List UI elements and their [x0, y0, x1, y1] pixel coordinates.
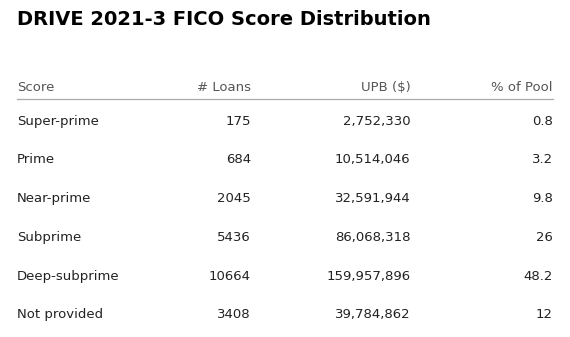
Text: 2,752,330: 2,752,330 [343, 115, 410, 128]
Text: 5436: 5436 [217, 231, 251, 244]
Text: 3408: 3408 [217, 308, 251, 321]
Text: 159,957,896: 159,957,896 [326, 270, 410, 283]
Text: 175: 175 [225, 115, 251, 128]
Text: 684: 684 [226, 153, 251, 166]
Text: Not provided: Not provided [17, 308, 103, 321]
Text: # Loans: # Loans [197, 81, 251, 94]
Text: 9.8: 9.8 [532, 192, 553, 205]
Text: 26: 26 [536, 231, 553, 244]
Text: 12: 12 [536, 308, 553, 321]
Text: 48.2: 48.2 [523, 270, 553, 283]
Text: DRIVE 2021-3 FICO Score Distribution: DRIVE 2021-3 FICO Score Distribution [17, 10, 431, 29]
Text: Super-prime: Super-prime [17, 115, 99, 128]
Text: 3.2: 3.2 [532, 153, 553, 166]
Text: Prime: Prime [17, 153, 55, 166]
Text: Subprime: Subprime [17, 231, 82, 244]
Text: 0.8: 0.8 [532, 115, 553, 128]
Text: Deep-subprime: Deep-subprime [17, 270, 120, 283]
Text: UPB ($): UPB ($) [361, 81, 410, 94]
Text: % of Pool: % of Pool [491, 81, 553, 94]
Text: 39,784,862: 39,784,862 [335, 308, 410, 321]
Text: 10664: 10664 [209, 270, 251, 283]
Text: 2045: 2045 [217, 192, 251, 205]
Text: 32,591,944: 32,591,944 [335, 192, 410, 205]
Text: Near-prime: Near-prime [17, 192, 91, 205]
Text: 86,068,318: 86,068,318 [335, 231, 410, 244]
Text: 10,514,046: 10,514,046 [335, 153, 410, 166]
Text: Score: Score [17, 81, 55, 94]
